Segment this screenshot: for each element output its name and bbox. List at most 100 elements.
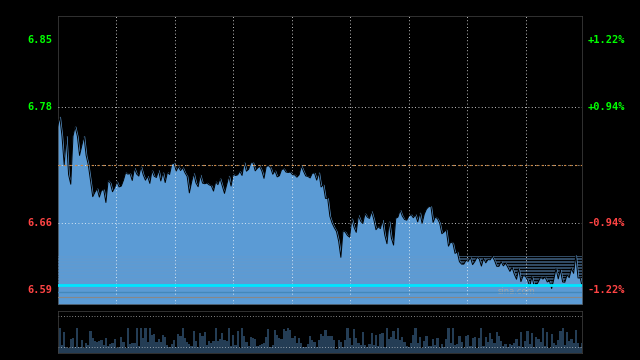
Bar xyxy=(458,336,461,353)
Bar xyxy=(522,347,524,353)
Bar xyxy=(74,347,76,353)
Bar xyxy=(520,332,522,353)
Bar xyxy=(570,339,573,353)
Bar xyxy=(296,342,298,353)
Bar xyxy=(300,343,303,353)
Bar xyxy=(61,345,63,353)
Bar xyxy=(225,341,228,353)
Bar xyxy=(423,342,426,353)
Bar xyxy=(98,341,100,353)
Bar xyxy=(111,343,113,353)
Bar xyxy=(326,336,329,353)
Bar xyxy=(579,347,581,353)
Bar xyxy=(140,328,142,353)
Bar xyxy=(360,346,362,353)
Bar xyxy=(245,342,248,353)
Bar xyxy=(320,334,322,353)
Bar xyxy=(274,330,276,353)
Bar xyxy=(138,346,140,353)
Bar xyxy=(191,346,193,353)
Bar xyxy=(438,348,441,353)
Bar xyxy=(515,339,518,353)
Bar xyxy=(461,342,463,353)
Bar xyxy=(156,342,157,353)
Bar xyxy=(430,346,432,353)
Bar xyxy=(177,334,179,353)
Bar xyxy=(533,347,535,353)
Bar xyxy=(575,329,577,353)
Bar xyxy=(557,340,559,353)
Bar xyxy=(441,344,443,353)
Bar xyxy=(329,336,331,353)
Bar xyxy=(157,338,160,353)
Bar xyxy=(125,348,127,353)
Text: 6.66: 6.66 xyxy=(28,217,52,228)
Bar xyxy=(257,346,259,353)
Bar xyxy=(197,347,199,353)
Bar xyxy=(380,334,381,353)
Bar xyxy=(221,333,223,353)
Bar xyxy=(406,346,408,353)
Bar xyxy=(162,335,164,353)
Bar xyxy=(344,340,346,353)
Bar xyxy=(331,336,333,353)
Bar xyxy=(357,343,360,353)
Bar xyxy=(540,342,542,353)
Bar xyxy=(392,331,395,353)
Bar xyxy=(276,335,278,353)
Bar xyxy=(102,345,105,353)
Bar xyxy=(92,338,94,353)
Text: 6.78: 6.78 xyxy=(28,102,52,112)
Bar xyxy=(94,341,96,353)
Bar xyxy=(202,336,204,353)
Bar xyxy=(390,337,392,353)
Bar xyxy=(90,331,92,353)
Text: +1.22%: +1.22% xyxy=(588,35,625,45)
Bar xyxy=(309,336,311,353)
Bar xyxy=(474,337,476,353)
Bar xyxy=(351,345,353,353)
Text: -1.22%: -1.22% xyxy=(588,285,625,295)
Bar xyxy=(133,343,136,353)
Bar xyxy=(527,331,529,353)
Bar xyxy=(109,344,111,353)
Bar xyxy=(212,341,214,353)
Bar xyxy=(145,328,147,353)
Bar xyxy=(289,329,291,353)
Bar xyxy=(443,347,445,353)
Text: sina.com: sina.com xyxy=(497,287,535,296)
Bar xyxy=(324,330,326,353)
Bar xyxy=(87,345,90,353)
Bar xyxy=(484,337,487,353)
Bar xyxy=(259,345,260,353)
Bar xyxy=(210,343,212,353)
Bar xyxy=(478,338,480,353)
Bar xyxy=(305,347,307,353)
Bar xyxy=(228,328,230,353)
Bar xyxy=(568,341,570,353)
Bar xyxy=(85,343,87,353)
Bar xyxy=(500,342,502,353)
Bar xyxy=(428,346,430,353)
Bar xyxy=(469,346,472,353)
Bar xyxy=(129,344,131,353)
Bar xyxy=(364,345,366,353)
Bar xyxy=(542,328,544,353)
Bar xyxy=(243,336,245,353)
Bar xyxy=(160,342,162,353)
Text: 6.85: 6.85 xyxy=(28,35,52,45)
Bar xyxy=(492,339,493,353)
Bar xyxy=(298,338,300,353)
Bar xyxy=(465,336,467,353)
Bar xyxy=(280,339,283,353)
Bar xyxy=(581,343,584,353)
Bar xyxy=(107,346,109,353)
Bar xyxy=(118,347,120,353)
Bar xyxy=(511,345,513,353)
Bar xyxy=(283,329,285,353)
Bar xyxy=(333,340,335,353)
Bar xyxy=(164,337,166,353)
Bar xyxy=(421,347,423,353)
Bar xyxy=(401,337,403,353)
Bar xyxy=(399,340,401,353)
